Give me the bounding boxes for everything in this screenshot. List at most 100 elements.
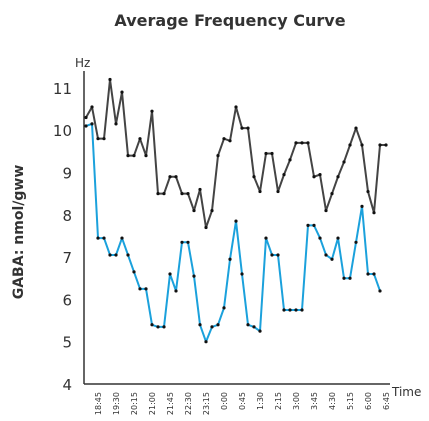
point — [288, 308, 292, 312]
point — [288, 158, 292, 162]
point — [348, 276, 352, 280]
point — [162, 325, 166, 329]
x-tick-label: 19:30 — [112, 392, 121, 415]
point — [366, 189, 370, 194]
point — [162, 192, 166, 196]
x-tick-label: 0:45 — [238, 392, 247, 410]
point — [312, 175, 316, 179]
point — [192, 208, 196, 213]
point — [216, 323, 220, 327]
x-tick-label: 2:15 — [274, 392, 283, 410]
point — [96, 137, 100, 141]
x-tick-label: 5:15 — [346, 392, 355, 410]
y-tick-label: 6 — [62, 291, 72, 309]
y-tick-label: 10 — [53, 122, 72, 140]
point — [324, 253, 328, 257]
x-tick-label: 1:30 — [256, 392, 265, 410]
series-line — [85, 78, 386, 229]
point — [192, 274, 196, 278]
point — [252, 325, 256, 329]
point — [204, 340, 208, 344]
point — [138, 287, 142, 291]
x-axis-label: Time — [391, 385, 421, 399]
x-tick-label: 20:15 — [130, 392, 139, 415]
x-tick-label: 21:00 — [148, 392, 157, 415]
point — [372, 272, 376, 276]
point — [204, 225, 208, 230]
chart-title: Average Frequency Curve — [114, 11, 345, 30]
x-tick-label: 18:45 — [94, 392, 103, 415]
point — [246, 323, 250, 327]
y-tick-label: 9 — [62, 165, 72, 183]
point — [120, 236, 124, 240]
point — [324, 208, 328, 213]
point — [366, 272, 370, 276]
point — [276, 253, 280, 257]
point — [144, 287, 148, 291]
y-tick-label: 5 — [62, 334, 72, 352]
point — [150, 109, 154, 113]
point — [84, 124, 88, 128]
point — [354, 240, 358, 244]
point — [372, 211, 376, 215]
point — [174, 175, 178, 179]
point — [378, 143, 382, 147]
y-axis-label: GABA: nmol/gww — [11, 165, 27, 300]
y-unit: Hz — [75, 56, 90, 70]
point — [132, 270, 136, 274]
point — [270, 151, 274, 156]
point — [120, 90, 124, 94]
point — [360, 204, 364, 208]
point — [102, 236, 106, 240]
x-tick-label: 6:45 — [382, 392, 391, 410]
point — [264, 151, 268, 156]
point — [168, 272, 172, 276]
point — [264, 236, 268, 240]
point — [198, 187, 202, 192]
x-tick-label: 23:15 — [202, 392, 211, 415]
point — [258, 189, 262, 194]
point — [246, 126, 250, 130]
point — [156, 325, 160, 329]
point — [210, 208, 214, 213]
point — [354, 126, 358, 130]
point — [114, 253, 118, 257]
y-tick-label: 11 — [53, 80, 72, 98]
point — [198, 323, 202, 327]
y-tick-label: 4 — [62, 376, 72, 394]
point — [342, 160, 346, 164]
point — [258, 329, 262, 333]
point — [276, 189, 280, 194]
point — [294, 141, 298, 145]
point — [222, 306, 226, 310]
point — [168, 175, 172, 179]
point — [174, 289, 178, 293]
x-tick-label: 4:30 — [328, 392, 337, 410]
point — [228, 139, 232, 143]
point — [312, 223, 316, 227]
point — [90, 122, 94, 126]
point — [90, 105, 94, 109]
point — [126, 153, 130, 158]
point — [180, 240, 184, 244]
point — [294, 308, 298, 312]
point — [228, 257, 232, 261]
point — [342, 276, 346, 280]
point — [216, 153, 220, 158]
point — [282, 173, 286, 177]
point — [270, 253, 274, 257]
point — [306, 223, 310, 227]
x-tick-label: 21:45 — [166, 392, 175, 415]
point — [300, 308, 304, 312]
point — [360, 143, 364, 147]
point — [240, 126, 244, 130]
point — [318, 173, 322, 177]
point — [384, 143, 388, 147]
y-tick-label: 7 — [62, 249, 72, 267]
x-tick-label: 3:00 — [292, 392, 301, 410]
y-tick-label: 8 — [62, 207, 72, 225]
point — [318, 236, 322, 240]
point — [234, 219, 238, 223]
point — [222, 137, 226, 141]
